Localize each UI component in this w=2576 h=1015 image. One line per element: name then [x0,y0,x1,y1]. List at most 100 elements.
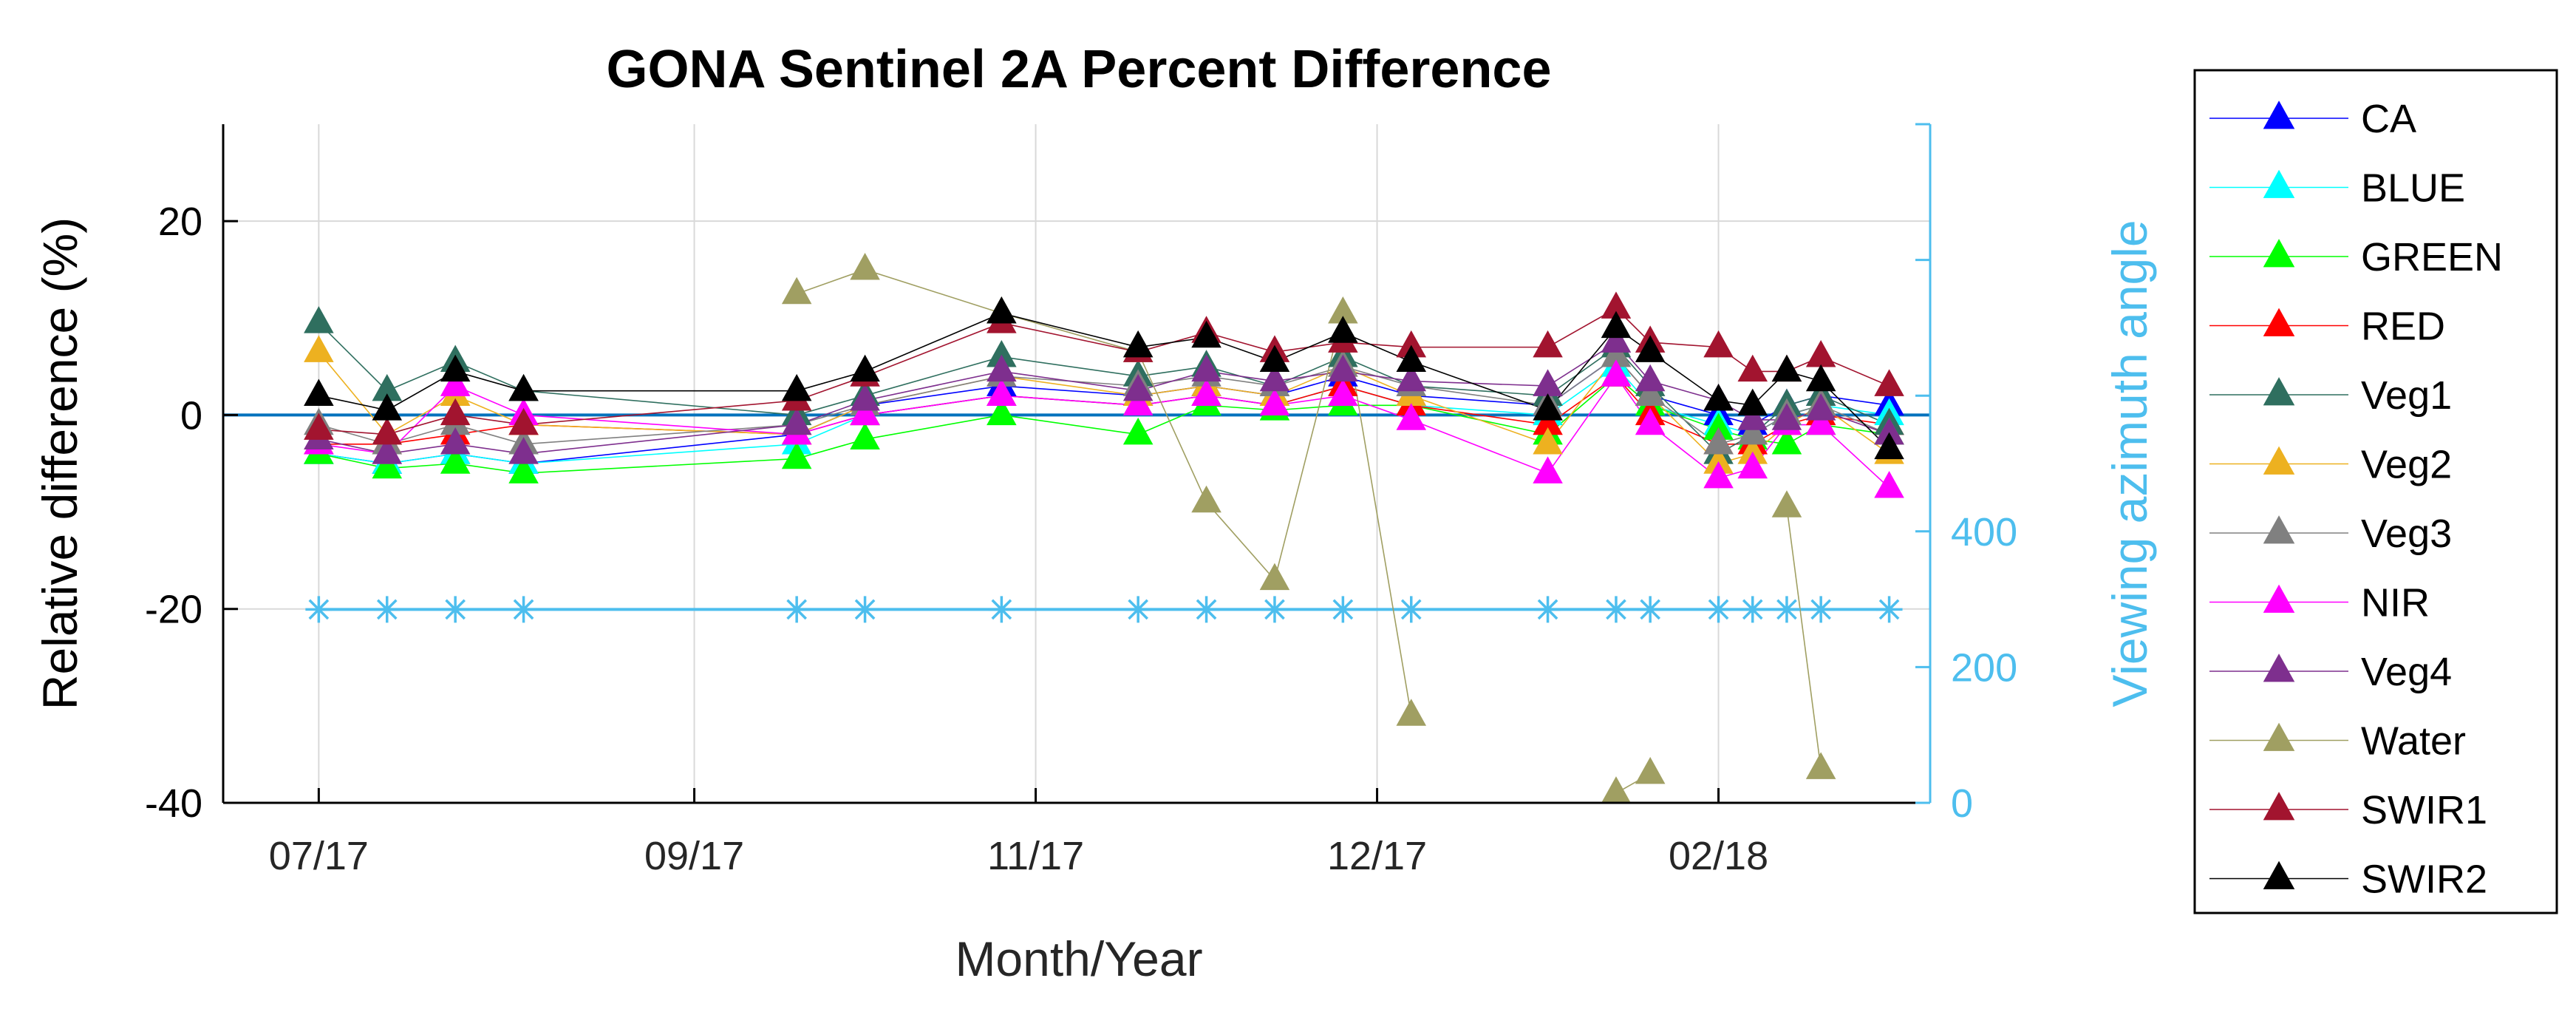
azimuth-point-stroke [1264,599,1285,620]
data-point-veg4 [1328,354,1358,382]
data-point-veg3 [1703,427,1734,455]
data-point-swir1 [304,413,334,440]
azimuth-point [1773,596,1800,623]
azimuth-point [851,596,879,623]
data-point-veg4 [987,354,1017,382]
data-point-swir2 [1703,384,1734,411]
data-point-green [508,456,539,483]
series-layer [223,268,1930,794]
data-point-veg4 [1259,364,1290,392]
azimuth-point-stroke [1742,599,1763,620]
x-tick-label: 02/18 [1669,834,1768,878]
data-point-veg2 [304,335,334,362]
legend-label-blue: BLUE [2361,166,2465,211]
azimuth-point [1261,596,1288,623]
data-point-veg4 [781,407,812,435]
data-point-nir [1396,403,1427,430]
series-line-water [796,268,1412,716]
data-point-green [1771,427,1802,455]
y-tick-label: -20 [145,588,202,632]
data-point-swir2 [1122,330,1154,358]
legend-marker-veg1 [2263,377,2295,406]
series-line-water [1786,506,1822,770]
data-point-swir2 [508,373,539,401]
data-point-swir1 [1703,330,1734,358]
legend-label-red: RED [2361,305,2445,349]
data-point-veg4 [1601,325,1632,353]
data-point-swir1 [508,407,539,435]
data-point-swir1 [1874,369,1904,396]
data-point-swir2 [1601,310,1632,339]
y2-tick-label: 0 [1951,781,1973,826]
data-point-swir1 [1533,330,1563,358]
azimuth-point-stroke [1332,599,1354,620]
azimuth-point-stroke [513,599,534,620]
data-point-veg3 [1737,417,1768,445]
legend-label-veg2: Veg2 [2361,443,2452,487]
azimuth-point-stroke [854,599,876,620]
x-tick-label: 12/17 [1327,834,1427,878]
legend-label-veg3: Veg3 [2361,512,2452,556]
azimuth-point [510,596,537,623]
data-point-nir [987,378,1017,406]
legend-label-veg4: Veg4 [2361,650,2452,694]
y2-axis-label: Viewing azimuth angle [2102,220,2157,707]
data-point-swir2 [781,373,812,401]
data-point-green [850,422,880,449]
data-point-nir [1874,471,1904,498]
y2-tick-label: 400 [1951,510,2017,554]
azimuth-point [1875,596,1903,623]
data-point-veg4 [1635,364,1666,392]
azimuth-point [1193,596,1220,623]
legend-marker-veg3 [2263,515,2295,544]
data-point-veg2 [1533,427,1563,455]
legend-label-green: GREEN [2361,235,2503,279]
azimuth-point-stroke [1196,599,1217,620]
data-point-veg1 [304,306,334,333]
legend: CA BLUE GREEN RED Veg1 Veg2 Veg3 NIR Veg4 Water SW… [2193,69,2558,914]
data-point-swir2 [1259,344,1290,373]
data-point-veg4 [508,437,539,464]
data-point-swir2 [1771,354,1802,382]
data-point-swir2 [1874,432,1904,460]
azimuth-point-stroke [1878,599,1900,620]
legend-marker-veg2 [2263,446,2295,475]
data-point-nir [1635,407,1666,435]
legend-label-nir: NIR [2361,581,2430,625]
legend-marker-water [2263,722,2295,751]
data-point-water [781,276,812,305]
data-point-swir2 [1533,393,1563,421]
data-point-swir1 [1805,339,1836,367]
y-tick-label: 20 [158,200,202,244]
data-point-nir [1737,451,1768,479]
legend-marker-nir [2263,584,2295,613]
data-point-nir [1191,378,1221,406]
legend-marker-swir2 [2263,860,2295,889]
data-point-swir2 [304,378,334,406]
data-point-swir2 [1737,388,1768,416]
data-point-swir2 [987,296,1017,324]
data-point-veg3 [1635,378,1666,406]
data-point-swir2 [440,354,471,382]
legend-box [2193,69,2558,914]
azimuth-point [1534,596,1561,623]
azimuth-point-stroke [786,599,807,620]
azimuth-point [1637,596,1664,623]
data-point-swir1 [372,417,403,445]
legend-marker-green [2263,239,2295,268]
data-point-nir [1533,456,1563,483]
azimuth-point-stroke [1810,599,1831,620]
data-point-nir [1703,461,1734,489]
legend-label-water: Water [2361,719,2466,764]
legend-label-veg1: Veg1 [2361,373,2452,418]
azimuth-point [442,596,469,623]
legend-label-ca: CA [2361,97,2416,141]
data-point-veg4 [440,427,471,455]
azimuth-point [1602,596,1629,623]
data-point-green [440,447,471,474]
data-point-swir2 [1328,316,1358,343]
azimuth-point-stroke [1640,599,1660,620]
data-point-nir [1805,407,1836,435]
data-point-veg4 [1737,403,1768,430]
